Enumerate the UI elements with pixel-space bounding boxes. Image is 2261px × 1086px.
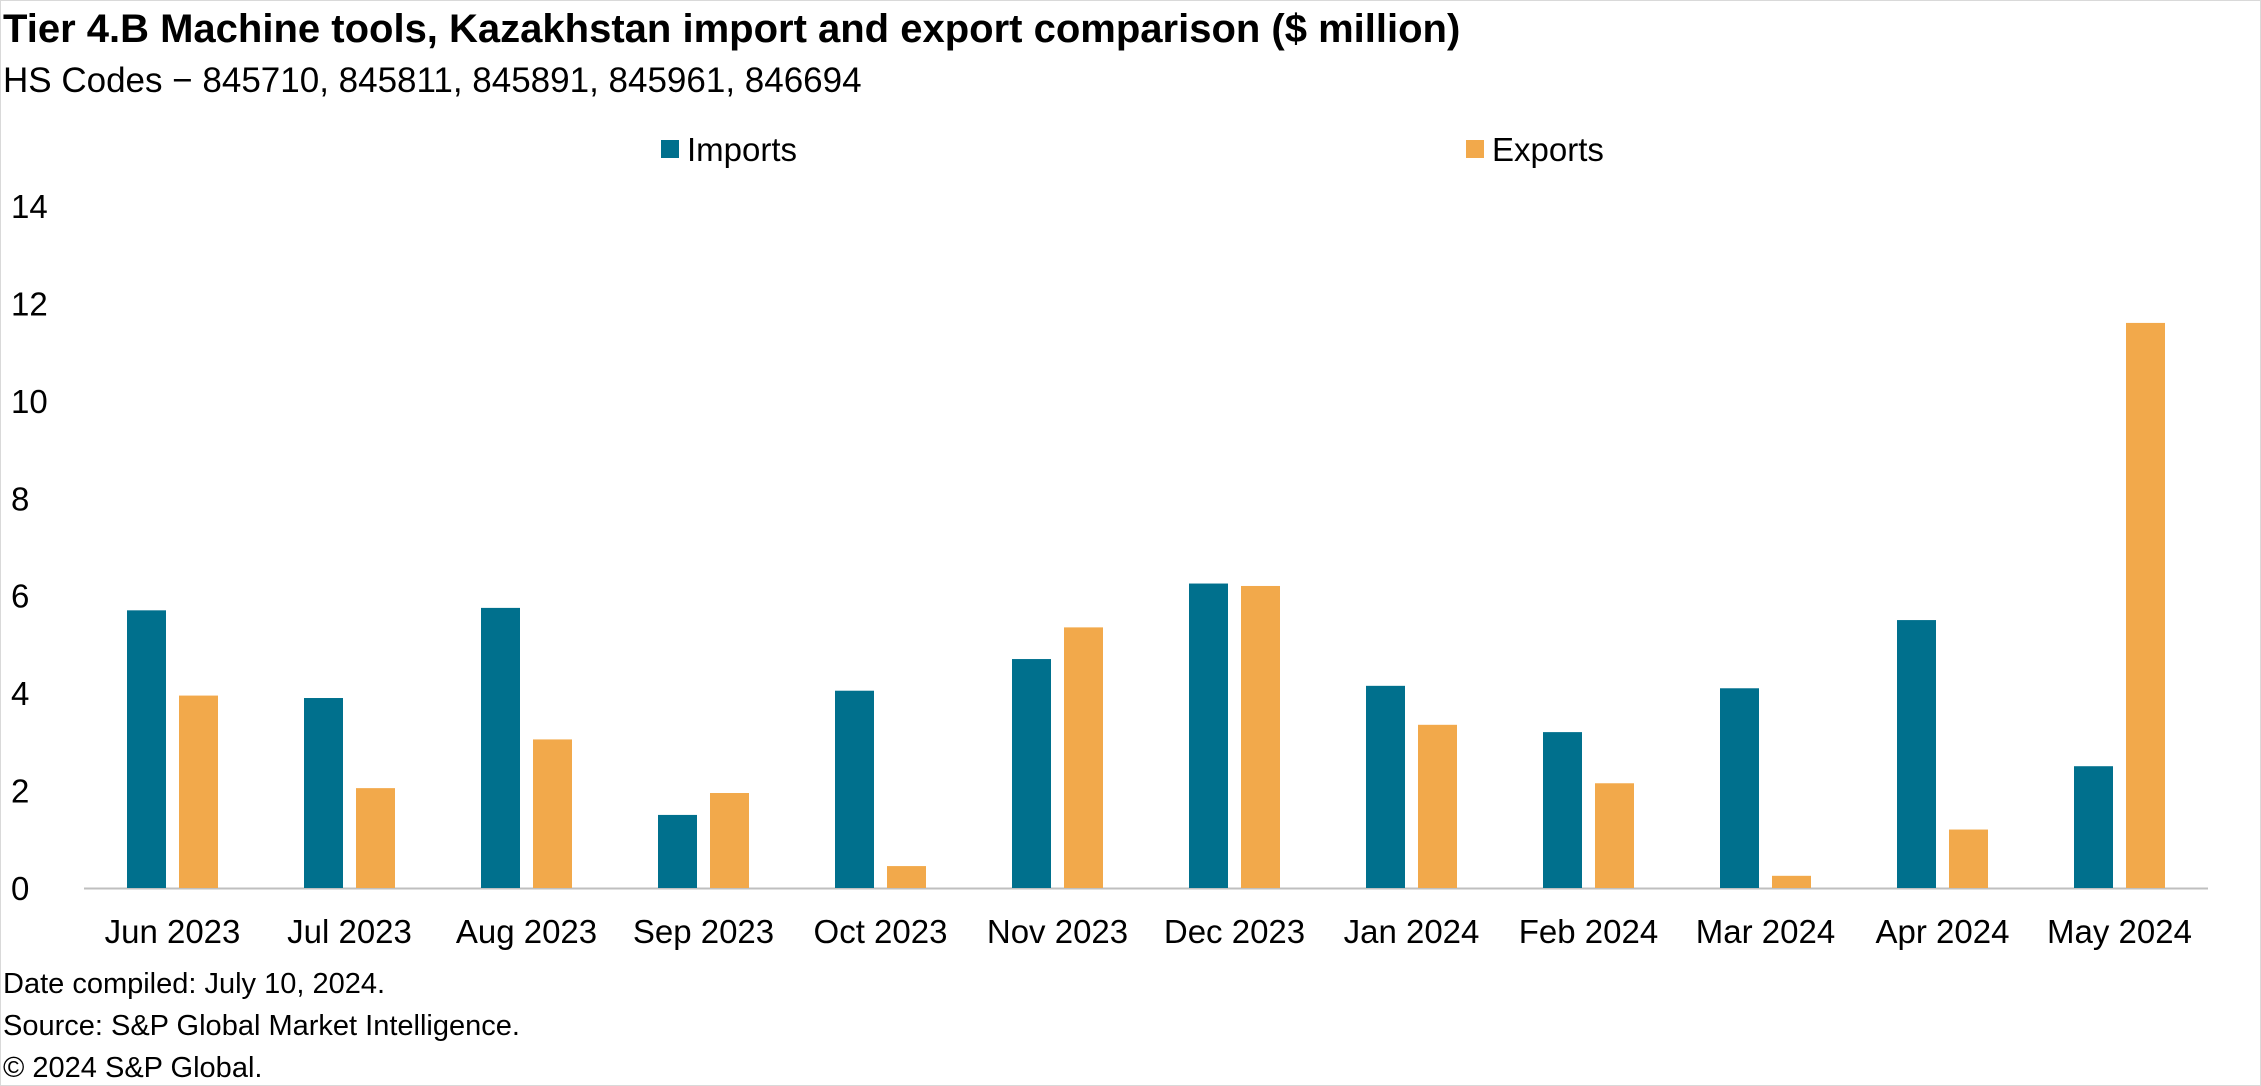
imports-bar (835, 690, 874, 888)
exports-bar (1241, 585, 1280, 888)
imports-legend-swatch (661, 140, 679, 158)
exports-bar (2126, 322, 2165, 888)
x-tick-label: Feb 2024 (1519, 913, 1658, 950)
imports-bar (1720, 688, 1759, 888)
exports-legend-label: Exports (1492, 131, 1604, 168)
date-compiled-note: Date compiled: July 10, 2024. (3, 968, 386, 1000)
imports-bar (1543, 732, 1582, 888)
y-tick-label: 2 (11, 773, 29, 810)
x-tick-label: Dec 2023 (1164, 913, 1305, 950)
x-tick-label: Jul 2023 (287, 913, 412, 950)
x-tick-label: Jun 2023 (105, 913, 241, 950)
exports-bar (1949, 829, 1988, 888)
exports-bar (356, 788, 395, 888)
imports-bar (304, 698, 343, 888)
exports-bar (1418, 724, 1457, 888)
x-tick-label: Aug 2023 (456, 913, 597, 950)
y-tick-label: 8 (11, 480, 29, 517)
source-note: Source: S&P Global Market Intelligence. (3, 1010, 520, 1042)
y-tick-label: 4 (11, 675, 29, 712)
exports-bar (887, 866, 926, 888)
x-tick-label: May 2024 (2047, 913, 2192, 950)
chart-subtitle: HS Codes − 845710, 845811, 845891, 84596… (3, 61, 862, 100)
y-tick-label: 14 (11, 188, 48, 225)
y-tick-label: 6 (11, 578, 29, 615)
x-tick-label: Mar 2024 (1696, 913, 1835, 950)
imports-bar (2074, 766, 2113, 888)
y-tick-label: 12 (11, 285, 48, 322)
imports-bar (1189, 583, 1228, 888)
imports-bar (1366, 685, 1405, 888)
exports-legend-swatch (1466, 140, 1484, 158)
x-tick-label: Apr 2024 (1876, 913, 2010, 950)
exports-bar (710, 793, 749, 888)
imports-bar (1012, 659, 1051, 888)
chart-title: Tier 4.B Machine tools, Kazakhstan impor… (3, 7, 1461, 51)
y-tick-label: 0 (11, 870, 29, 907)
copyright-note: © 2024 S&P Global. (3, 1052, 263, 1084)
exports-bar (533, 739, 572, 888)
exports-bar (1772, 875, 1811, 888)
x-tick-label: Sep 2023 (633, 913, 774, 950)
x-tick-label: Nov 2023 (987, 913, 1128, 950)
imports-bar (1897, 620, 1936, 888)
imports-legend-label: Imports (687, 131, 797, 168)
exports-bar (1595, 783, 1634, 888)
imports-bar (481, 607, 520, 888)
exports-bar (179, 695, 218, 888)
x-tick-label: Jan 2024 (1344, 913, 1480, 950)
x-tick-label: Oct 2023 (814, 913, 948, 950)
y-tick-label: 10 (11, 383, 48, 420)
imports-bar (127, 610, 166, 888)
exports-bar (1064, 627, 1103, 888)
imports-bar (658, 814, 697, 888)
